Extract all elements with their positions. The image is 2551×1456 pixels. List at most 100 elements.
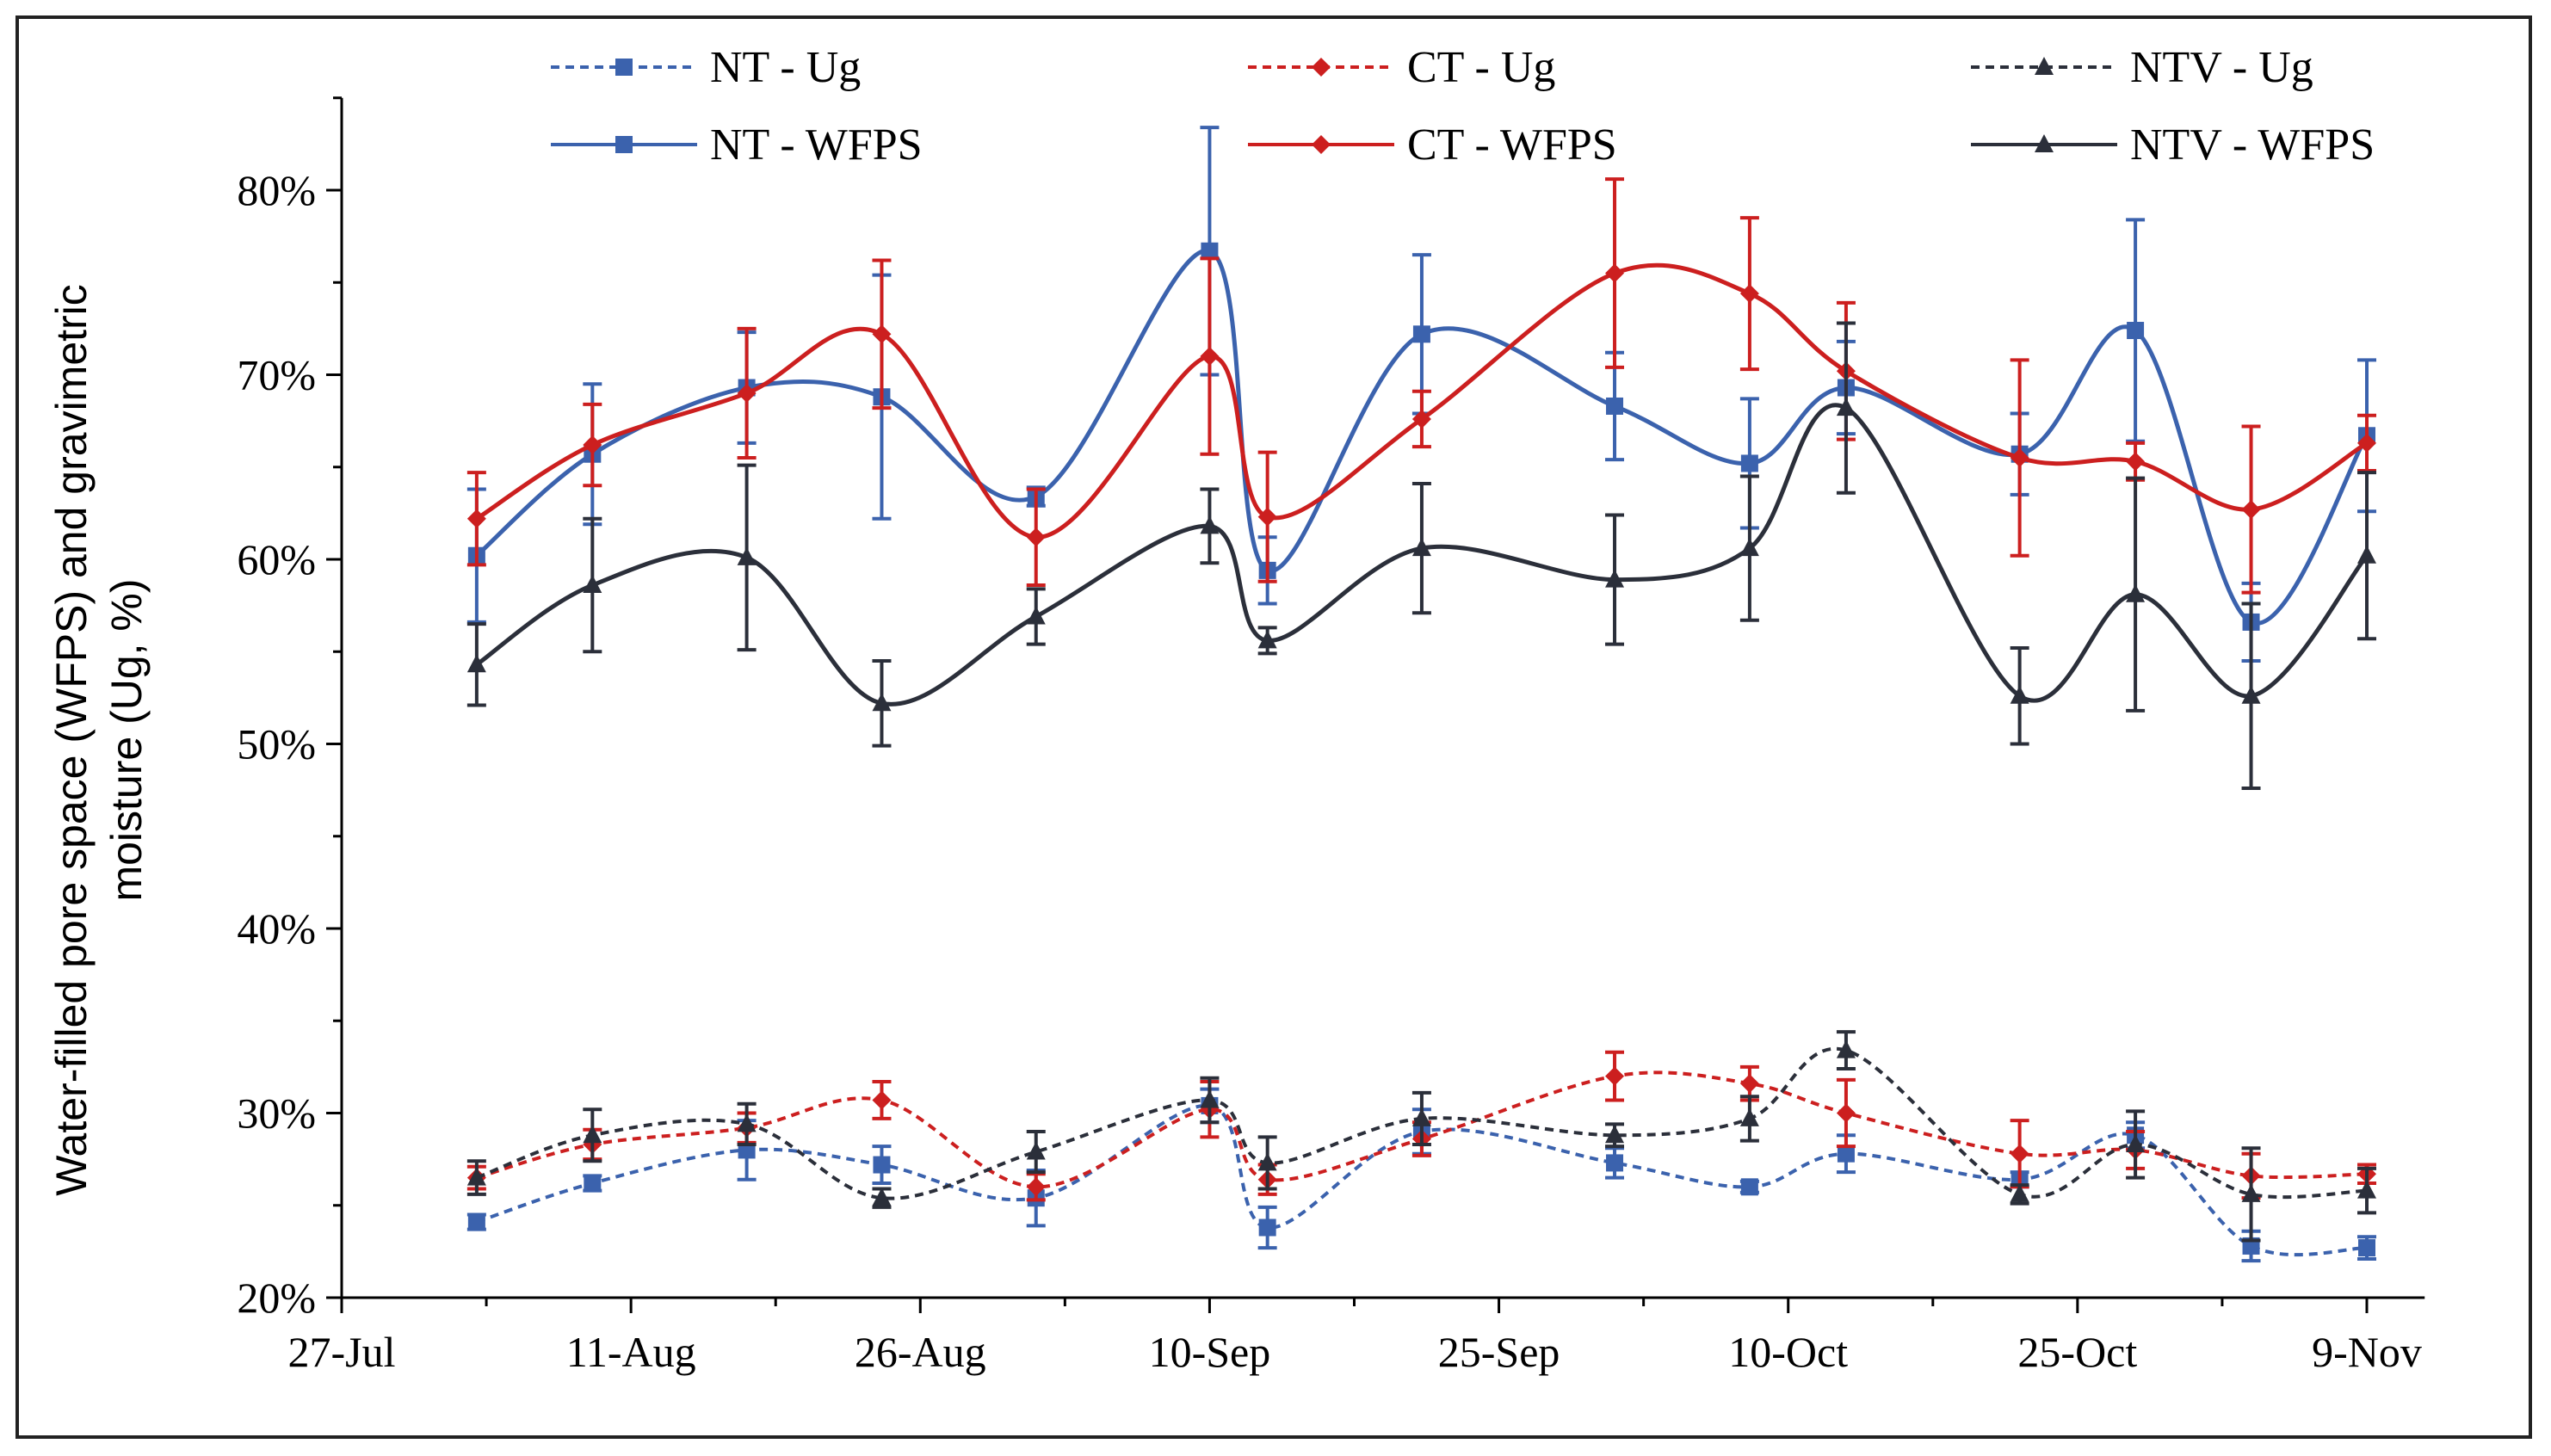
data-point	[1026, 527, 1046, 547]
x-tick-label: 10-Oct	[1728, 1328, 1848, 1376]
data-point	[1257, 1152, 1277, 1171]
legend-label: NTV - Ug	[2130, 43, 2313, 92]
y-axis-label-line-1: Water-filled pore space (WFPS) and gravi…	[47, 284, 96, 1196]
data-point	[1837, 1144, 1855, 1163]
x-tick-label: 10-Sep	[1149, 1328, 1271, 1376]
legend-marker	[615, 136, 633, 153]
series-ntv-ug	[466, 1030, 2376, 1243]
data-point	[2241, 685, 2261, 704]
y-tick-label: 40%	[237, 904, 316, 953]
y-tick-label: 80%	[237, 166, 316, 214]
data-point	[2357, 433, 2376, 453]
data-point	[2241, 500, 2261, 520]
data-point	[1257, 507, 1277, 527]
data-point	[1026, 606, 1046, 625]
y-tick-label: 50%	[237, 720, 316, 768]
data-point	[1739, 538, 1759, 557]
legend-label: NTV - WFPS	[2130, 120, 2375, 170]
legend-label: NT - Ug	[710, 43, 861, 92]
data-point	[1605, 1066, 1625, 1086]
series-nt-wfps	[466, 126, 2376, 663]
series-ntv-wfps	[466, 321, 2376, 790]
data-point	[737, 1114, 757, 1132]
data-point	[2010, 685, 2029, 704]
data-point	[1605, 569, 1625, 588]
data-point	[1200, 515, 1220, 534]
data-point	[466, 509, 486, 528]
y-tick-label: 70%	[237, 351, 316, 399]
data-point	[1200, 347, 1220, 367]
legend-label: CT - Ug	[1407, 43, 1555, 92]
data-point	[1411, 538, 1431, 557]
data-point	[2126, 583, 2146, 602]
legend-marker	[2035, 57, 2054, 75]
series-line	[476, 1070, 2368, 1189]
data-point	[737, 383, 757, 403]
data-point	[1201, 242, 1219, 260]
data-point	[1739, 1074, 1759, 1094]
data-point	[2126, 452, 2146, 472]
data-point	[873, 1156, 891, 1174]
data-point	[2010, 448, 2029, 468]
data-point	[466, 654, 486, 673]
data-point	[467, 1213, 485, 1231]
data-point	[872, 1090, 892, 1110]
data-point	[872, 693, 892, 712]
data-point	[2010, 1144, 2029, 1163]
x-tick-label: 26-Aug	[855, 1328, 986, 1376]
data-point	[1739, 284, 1759, 304]
y-axis-label-line-2: moisture (Ug, %)	[102, 578, 151, 901]
x-tick-label: 11-Aug	[566, 1328, 696, 1376]
data-point	[2357, 545, 2376, 564]
x-tick-label: 27-Jul	[288, 1328, 396, 1376]
legend-label: NT - WFPS	[710, 120, 923, 170]
data-point	[1605, 1125, 1625, 1144]
series-line	[475, 403, 2369, 706]
data-point	[2357, 1180, 2376, 1199]
data-point	[2241, 1183, 2261, 1202]
y-axis-label: Water-filled pore space (WFPS) and gravi…	[47, 284, 151, 1196]
data-point	[872, 324, 892, 344]
data-point	[583, 1125, 602, 1144]
data-point	[1026, 1141, 1046, 1160]
chart-frame	[15, 15, 2532, 1439]
data-point	[737, 546, 757, 565]
data-point	[1411, 409, 1431, 429]
data-point	[1836, 1103, 1856, 1123]
data-point	[2127, 322, 2145, 340]
y-tick-label: 30%	[237, 1089, 316, 1138]
data-point	[1257, 630, 1277, 649]
data-point	[1411, 1107, 1431, 1126]
x-tick-label: 25-Oct	[2017, 1328, 2137, 1376]
x-tick-label: 9-Nov	[2312, 1328, 2422, 1376]
data-point	[872, 1188, 892, 1206]
legend-label: CT - WFPS	[1407, 120, 1617, 170]
data-point	[584, 1175, 602, 1193]
data-point	[1412, 325, 1430, 343]
data-point	[583, 435, 602, 455]
data-point	[2010, 1183, 2029, 1202]
data-point	[2358, 1239, 2375, 1257]
data-point	[2126, 1133, 2146, 1152]
data-point	[466, 1167, 486, 1186]
data-point	[1740, 454, 1758, 472]
data-point	[1258, 1218, 1276, 1237]
data-point	[1739, 1107, 1759, 1126]
legend-marker	[1312, 58, 1331, 77]
series-line	[475, 262, 2369, 540]
legend-marker	[2035, 134, 2054, 152]
legend-marker	[1312, 135, 1331, 154]
data-point	[1836, 398, 1856, 416]
data-point	[1740, 1178, 1758, 1196]
y-tick-label: 20%	[237, 1274, 316, 1322]
data-point	[1200, 1089, 1220, 1108]
data-point	[1606, 397, 1624, 415]
y-tick-label: 60%	[237, 535, 316, 583]
data-point	[1026, 1177, 1046, 1197]
legend-marker	[615, 59, 633, 76]
data-point	[1606, 1154, 1624, 1172]
data-point	[1605, 263, 1625, 283]
x-tick-label: 25-Sep	[1438, 1328, 1560, 1376]
data-point	[1836, 1040, 1856, 1058]
